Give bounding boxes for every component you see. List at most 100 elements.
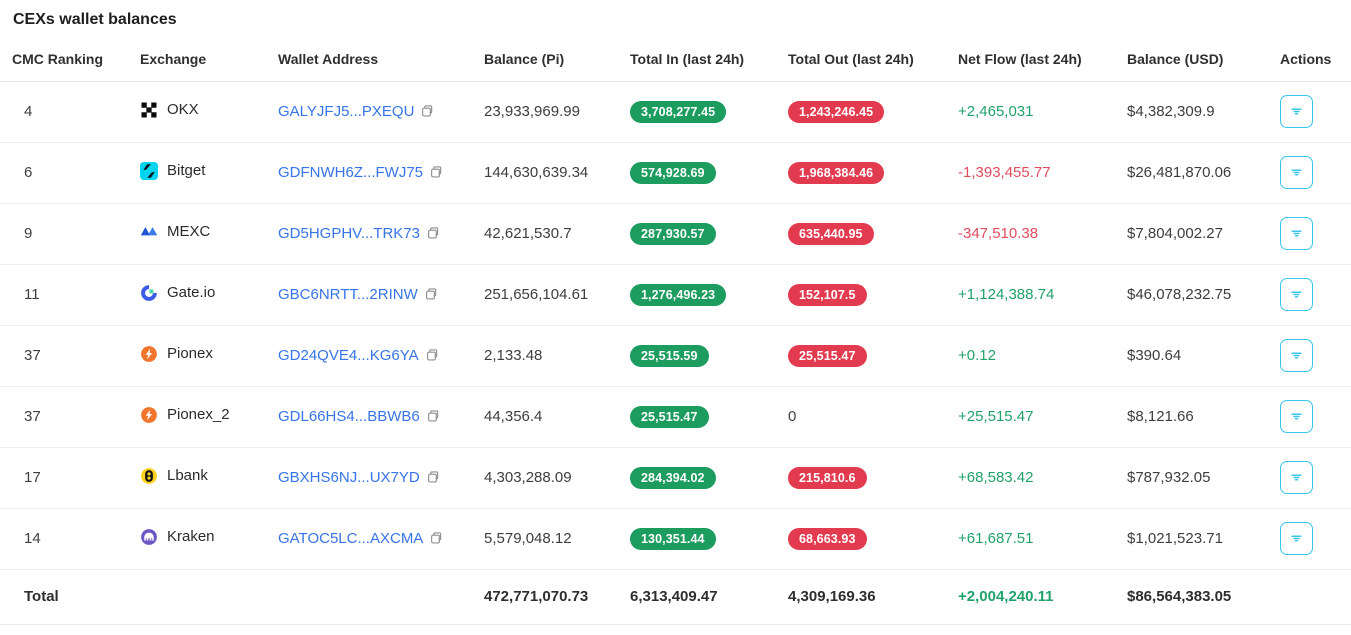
filter-lines-icon: [1289, 409, 1304, 424]
balance-pi-value: 2,133.48: [472, 325, 618, 387]
balance-pi-value: 4,303,288.09: [472, 447, 618, 509]
cmc-ranking-value: 11: [0, 264, 128, 326]
copy-icon[interactable]: [426, 470, 440, 484]
exchange-cell: Bitget: [140, 161, 205, 180]
okx-logo: [140, 101, 158, 119]
bitget-logo: [140, 161, 158, 180]
filter-action-button[interactable]: [1280, 522, 1313, 555]
table-row: 17 Lbank GBXHS6NJ...UX7YD 4,303,288.09 2…: [0, 447, 1351, 509]
copy-icon[interactable]: [429, 531, 443, 545]
balance-pi-value: 44,356.4: [472, 386, 618, 448]
col-header-net-flow: Net Flow (last 24h): [946, 33, 1115, 82]
copy-icon[interactable]: [424, 287, 438, 301]
wallet-address-link[interactable]: GATOC5LC...AXCMA: [278, 530, 424, 547]
balance-usd-value: $7,804,002.27: [1115, 203, 1268, 265]
wallet-address-link[interactable]: GALYJFJ5...PXEQU: [278, 103, 415, 120]
total-balance-pi: 472,771,070.73: [472, 569, 618, 625]
total-in-badge: 1,276,496.23: [630, 283, 727, 306]
col-header-actions: Actions: [1268, 33, 1351, 82]
copy-icon[interactable]: [425, 348, 439, 362]
wallet-address-link[interactable]: GBC6NRTT...2RINW: [278, 286, 418, 303]
net-flow-value: +25,515.47: [958, 408, 1034, 425]
filter-action-button[interactable]: [1280, 339, 1313, 372]
table-row: 9 MEXC GD5HGPHV...TRK73 42,621,530.7 287…: [0, 203, 1351, 265]
balance-usd-value: $787,932.05: [1115, 447, 1268, 509]
exchange-cell: Lbank: [140, 467, 208, 485]
wallet-address-link[interactable]: GD24QVE4...KG6YA: [278, 347, 419, 364]
col-header-wallet-address: Wallet Address: [266, 33, 472, 82]
pionex-logo: [140, 345, 158, 363]
filter-action-button[interactable]: [1280, 95, 1313, 128]
total-label: Total: [0, 569, 128, 625]
total-out-badge: 25,515.47: [788, 344, 867, 367]
balance-usd-value: $1,021,523.71: [1115, 508, 1268, 570]
exchange-name: OKX: [167, 101, 199, 118]
wallet-address-link[interactable]: GDL66HS4...BBWB6: [278, 408, 420, 425]
table-row: 11 Gate.io GBC6NRTT...2RINW 251,656,104.…: [0, 264, 1351, 326]
filter-action-button[interactable]: [1280, 217, 1313, 250]
copy-icon[interactable]: [426, 409, 440, 423]
balance-pi-value: 5,579,048.12: [472, 508, 618, 570]
balance-usd-value: $8,121.66: [1115, 386, 1268, 448]
filter-action-button[interactable]: [1280, 461, 1313, 494]
table-row: 6 Bitget GDFNWH6Z...FWJ75 144,630,639.34…: [0, 142, 1351, 204]
filter-action-button[interactable]: [1280, 278, 1313, 311]
filter-lines-icon: [1289, 287, 1304, 302]
col-header-balance-usd: Balance (USD): [1115, 33, 1268, 82]
wallet-address-link[interactable]: GBXHS6NJ...UX7YD: [278, 469, 420, 486]
total-out-badge: 1,968,384.46: [788, 161, 885, 184]
cmc-ranking-value: 37: [0, 386, 128, 448]
balance-pi-value: 251,656,104.61: [472, 264, 618, 326]
cmc-ranking-value: 14: [0, 508, 128, 570]
net-flow-value: +0.12: [958, 347, 996, 364]
wallet-address-link[interactable]: GDFNWH6Z...FWJ75: [278, 164, 423, 181]
wallet-address-link[interactable]: GD5HGPHV...TRK73: [278, 225, 420, 242]
copy-icon[interactable]: [426, 226, 440, 240]
pionex-logo: [140, 406, 158, 424]
balance-usd-value: $390.64: [1115, 325, 1268, 387]
exchange-name: Gate.io: [167, 284, 216, 301]
total-out-badge: 152,107.5: [788, 283, 867, 306]
total-net-flow-value: +2,004,240.11: [958, 588, 1054, 605]
filter-lines-icon: [1289, 470, 1304, 485]
table-header-row: CMC Ranking Exchange Wallet Address Bala…: [0, 33, 1351, 82]
cmc-ranking-value: 4: [0, 81, 128, 143]
table-row: 4 OKX GALYJFJ5...PXEQU 23,933,969.99 3,7…: [0, 81, 1351, 143]
exchange-cell: Pionex_2: [140, 406, 230, 424]
total-empty-actions: [1268, 569, 1351, 625]
total-empty-address: [266, 569, 472, 625]
filter-lines-icon: [1289, 348, 1304, 363]
total-out-badge: 68,663.93: [788, 527, 867, 550]
table-row: 14 Kraken GATOC5LC...AXCMA 5,579,048.12 …: [0, 508, 1351, 570]
filter-action-button[interactable]: [1280, 156, 1313, 189]
col-header-balance-pi: Balance (Pi): [472, 33, 618, 82]
filter-lines-icon: [1289, 165, 1304, 180]
page-title: CEXs wallet balances: [13, 11, 177, 28]
exchange-name: Lbank: [167, 467, 208, 484]
net-flow-value: -1,393,455.77: [958, 164, 1051, 181]
net-flow-value: +68,583.42: [958, 469, 1034, 486]
balance-usd-value: $4,382,309.9: [1115, 81, 1268, 143]
total-in-badge: 574,928.69: [630, 161, 716, 184]
copy-icon[interactable]: [420, 104, 434, 118]
total-in-badge: 25,515.47: [630, 405, 709, 428]
total-out-value: 4,309,169.36: [776, 569, 946, 625]
cmc-ranking-value: 37: [0, 325, 128, 387]
exchange-name: Kraken: [167, 528, 215, 545]
filter-action-button[interactable]: [1280, 400, 1313, 433]
total-in-badge: 287,930.57: [630, 222, 716, 245]
exchange-cell: Gate.io: [140, 284, 215, 302]
filter-lines-icon: [1289, 531, 1304, 546]
net-flow-value: +61,687.51: [958, 530, 1034, 547]
balance-pi-value: 23,933,969.99: [472, 81, 618, 143]
cmc-ranking-value: 9: [0, 203, 128, 265]
table-row: 37 Pionex_2 GDL66HS4...BBWB6 44,356.4 25…: [0, 386, 1351, 448]
total-empty-exchange: [128, 569, 266, 625]
net-flow-value: +1,124,388.74: [958, 286, 1055, 303]
lbank-logo: [140, 467, 158, 485]
exchange-cell: OKX: [140, 101, 199, 119]
mexc-logo: [140, 223, 158, 241]
total-out-badge: 1,243,246.45: [788, 100, 885, 123]
copy-icon[interactable]: [429, 165, 443, 179]
